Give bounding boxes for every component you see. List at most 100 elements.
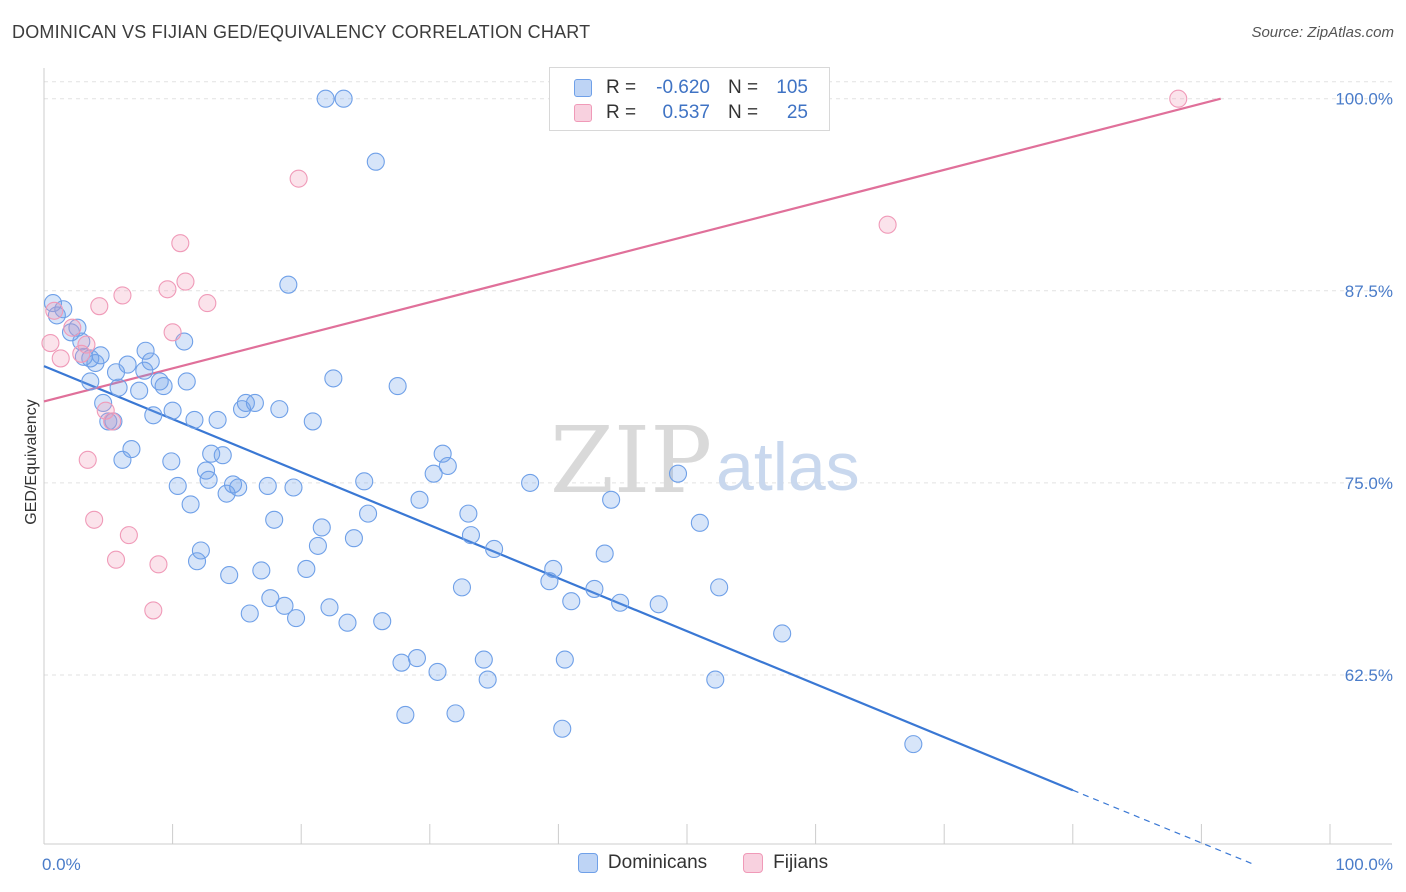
legend-n-value: 105: [776, 77, 808, 98]
data-point-dominicans: [135, 361, 154, 380]
data-point-dominicans: [553, 719, 572, 738]
data-point-dominicans: [392, 653, 411, 672]
chart-title: DOMINICAN VS FIJIAN GED/EQUIVALENCY CORR…: [12, 22, 591, 42]
data-point-dominicans: [396, 705, 415, 724]
watermark: ZIP atlas: [550, 407, 860, 514]
y-tick-label: 87.5%: [1345, 282, 1393, 301]
source-label: Source: ZipAtlas.com: [1251, 24, 1394, 41]
legend-label-fijians: Fijians: [773, 852, 829, 873]
data-point-dominicans: [359, 504, 378, 523]
data-point-dominicans: [118, 355, 137, 374]
data-point-dominicans: [81, 372, 100, 391]
data-point-dominicans: [366, 152, 385, 171]
data-point-dominicans: [284, 478, 303, 497]
data-point-fijians: [198, 294, 217, 313]
data-point-dominicans: [68, 318, 87, 337]
data-point-dominicans: [245, 393, 264, 413]
data-point-dominicans: [279, 275, 298, 294]
data-point-fijians: [119, 526, 138, 545]
data-point-dominicans: [611, 593, 630, 612]
data-point-dominicans: [213, 446, 232, 465]
data-point-dominicans: [229, 478, 248, 497]
data-point-fijians: [1169, 89, 1188, 108]
data-point-fijians: [289, 169, 308, 188]
data-points: [41, 89, 1188, 754]
data-point-dominicans: [109, 378, 128, 397]
data-point-dominicans: [521, 473, 540, 492]
data-point-dominicans: [265, 510, 284, 529]
legend-n-label: N =: [728, 77, 759, 98]
data-point-dominicans: [710, 578, 729, 597]
data-point-fijians: [176, 272, 195, 291]
data-point-fijians: [149, 555, 168, 574]
data-point-dominicans: [407, 649, 426, 668]
data-point-fijians: [158, 280, 177, 299]
data-point-dominicans: [334, 89, 353, 108]
legend-item-dominicans[interactable]: Dominicans: [577, 852, 708, 874]
data-point-dominicans: [474, 650, 493, 669]
data-point-fijians: [45, 301, 64, 320]
data-point-dominicans: [275, 596, 294, 615]
watermark-zip: ZIP: [550, 407, 712, 514]
axes: [43, 68, 1392, 845]
data-point-fijians: [171, 234, 190, 253]
y-tick-label: 100.0%: [1335, 90, 1393, 109]
data-point-dominicans: [308, 536, 327, 555]
legend-swatch-dominicans: [574, 79, 592, 97]
x-tick-labels: 0.0% 100.0%: [42, 855, 1393, 874]
data-point-dominicans: [312, 518, 331, 537]
data-point-dominicans: [373, 612, 392, 631]
data-point-dominicans: [485, 539, 504, 559]
data-point-dominicans: [130, 381, 149, 400]
data-point-fijians: [78, 450, 97, 469]
data-point-dominicans: [181, 495, 200, 514]
data-point-fijians: [144, 601, 163, 620]
y-axis-label: GED/Equivalency: [23, 399, 40, 524]
x-tick-label: 0.0%: [42, 855, 81, 874]
data-point-dominicans: [187, 552, 207, 571]
data-point-dominicans: [144, 406, 163, 425]
data-point-dominicans: [252, 561, 271, 580]
data-point-dominicans: [459, 504, 478, 523]
data-point-dominicans: [261, 589, 280, 608]
data-point-fijians: [96, 401, 115, 420]
data-point-dominicans: [154, 377, 173, 396]
data-point-dominicans: [177, 372, 196, 391]
legend-label-dominicans: Dominicans: [607, 852, 708, 873]
data-point-fijians: [41, 334, 60, 353]
legend-row-dominicans: R = -0.620 N = 105: [574, 76, 808, 100]
data-point-dominicans: [438, 456, 457, 476]
series-legend: Dominicans Fijians: [0, 852, 1406, 874]
data-point-fijians: [77, 335, 96, 354]
legend-row-fijians: R = 0.537 N = 25: [574, 101, 808, 125]
data-point-dominicans: [668, 464, 688, 483]
y-tick-label: 62.5%: [1345, 666, 1393, 685]
data-point-dominicans: [478, 670, 497, 689]
trend-lines: [43, 97, 1254, 865]
legend-n-value: 25: [786, 102, 808, 123]
data-point-dominicans: [202, 444, 221, 463]
data-point-dominicans: [162, 452, 181, 471]
data-point-dominicans: [258, 476, 277, 496]
data-point-fijians: [63, 318, 82, 337]
legend-item-fijians[interactable]: Fijians: [743, 852, 828, 874]
data-point-fijians: [72, 344, 91, 363]
data-point-dominicans: [91, 346, 110, 365]
data-point-dominicans: [690, 513, 709, 532]
data-point-dominicans: [602, 490, 621, 509]
x-tick-label: 100.0%: [1335, 855, 1393, 874]
data-point-dominicans: [168, 476, 187, 496]
legend-swatch-fijians: [574, 104, 592, 122]
data-point-dominicans: [338, 613, 357, 632]
data-point-dominicans: [217, 484, 236, 503]
data-point-dominicans: [72, 332, 91, 351]
data-point-dominicans: [220, 566, 239, 585]
data-point-dominicans: [344, 529, 363, 548]
data-point-fijians: [103, 412, 122, 431]
legend-n-label: N =: [728, 102, 759, 123]
data-point-dominicans: [136, 341, 155, 360]
data-point-dominicans: [191, 541, 210, 560]
data-point-dominicans: [316, 89, 335, 108]
data-point-dominicans: [706, 670, 725, 689]
